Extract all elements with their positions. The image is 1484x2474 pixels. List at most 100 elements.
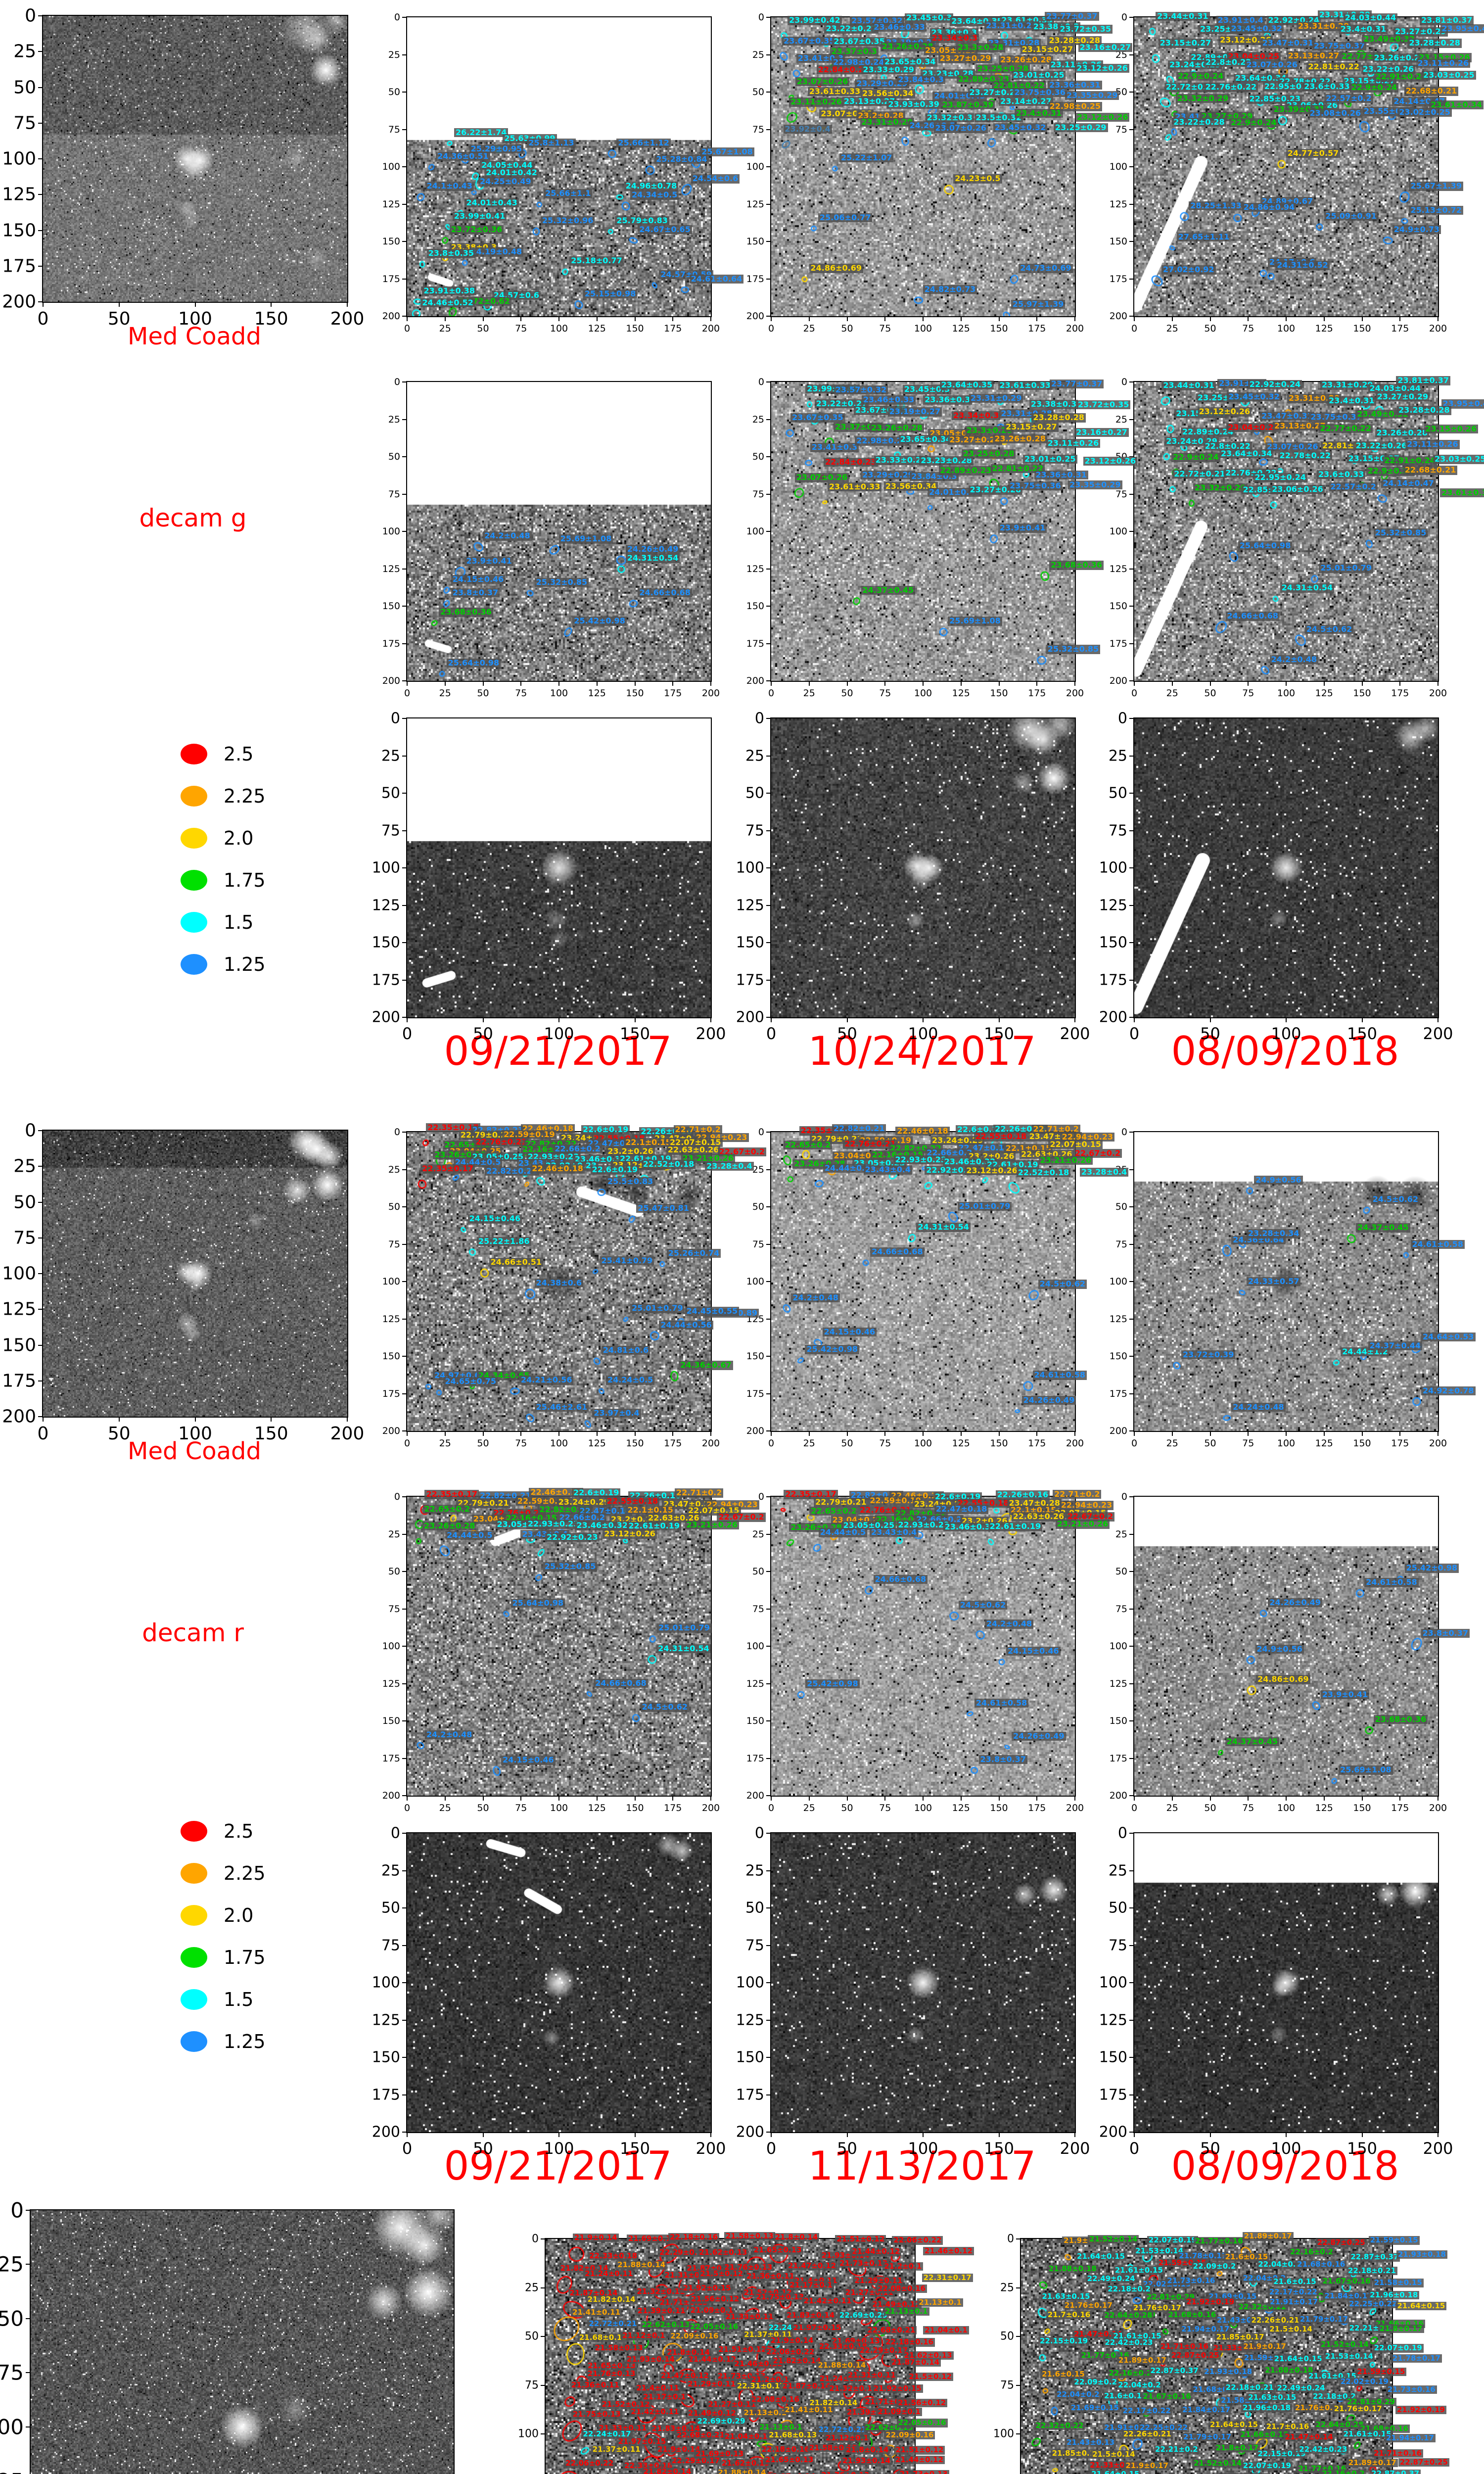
annotation-label: 21.85±0.17 [1214,2332,1266,2341]
annotation-label: 23.31±0.29 [984,21,1039,31]
annotation-label: 21.12±0.1 [621,2331,667,2340]
x-tick-mark [1286,682,1287,686]
y-tick-label: 25 [388,1164,400,1175]
x-tick-mark [1171,682,1173,686]
x-tick-label: 175 [1391,323,1409,334]
x-tick-mark [444,1797,446,1801]
annotation-label: 23.61±0.33 [807,87,862,96]
annotation-label: 24.2±0.48 [1269,655,1318,664]
y-tick-mark [38,1416,42,1417]
annotation-label: 22.1±0.15 [624,1138,673,1147]
y-tick-label: 100 [2,148,36,169]
y-tick-label: 25 [752,49,764,60]
x-tick-mark [1036,1432,1038,1436]
x-tick-label: 100 [1271,1024,1301,1043]
y-tick-label: 175 [1109,1753,1127,1764]
x-tick-mark [771,682,772,686]
x-tick-label: 150 [1353,1803,1371,1813]
y-tick-mark [541,2336,545,2337]
x-tick-label: 25 [1166,1803,1178,1813]
annotation-label: 22.93±0.23 [526,1520,581,1529]
x-tick-label: 200 [701,1438,720,1449]
x-tick-label: 125 [1315,1438,1333,1449]
x-tick-label: 50 [473,2139,493,2158]
y-tick-mark [1129,1243,1133,1245]
panel-g32: 0 25 50 75 100 125 150 175 200 0 50 100 150 200 [736,710,1090,1044]
x-tick-mark [1036,1797,1038,1801]
annotation-label: 22.71±0.2 [673,1125,722,1134]
x-tick-mark [923,317,924,321]
date-label-g-3: 08/09/2018 [1171,1028,1399,1074]
y-tick-label: 200 [371,1008,400,1026]
x-tick-mark [710,1018,711,1022]
y-tick-label: 75 [381,822,400,839]
annotation-label: 23.4±0.31 [1339,25,1388,34]
annotation-label: 23.45±0.32 [1227,392,1281,402]
x-tick-mark [1361,1432,1363,1436]
y-tick-mark [766,1795,770,1796]
x-tick-mark [1361,1018,1363,1022]
annotation-label: 23.31±0.29 [969,393,1023,403]
x-tick-label: 200 [1423,2139,1453,2158]
annotation-label: 22.06±0.22 [564,2459,615,2468]
annotation-label: 21.24±0.11 [583,2269,635,2279]
annotation-label: 24.37±0.45 [861,585,916,595]
y-tick-label: 200 [746,311,764,322]
x-tick-mark [444,1432,446,1436]
date-label-r-2: 11/13/2017 [808,2143,1036,2189]
x-tick-label: 175 [1028,1803,1046,1813]
x-tick-mark [960,1432,962,1436]
annotation-label: 21.92±0.19 [1185,2297,1236,2306]
annotation-label: 23.4±0.31 [1014,108,1064,118]
annotation-label: 21.7±0.16 [1046,2310,1092,2319]
image-g31 [407,718,711,1017]
x-tick-mark [923,2133,924,2137]
y-tick-mark [1016,2287,1020,2288]
annotation-label: 23.47±0.28 [1007,1498,1062,1508]
panel-g31: 0 25 50 75 100 125 150 175 200 0 50 100 150 200 [372,710,726,1044]
annotation-label: 21.88±0.14 [716,2468,768,2474]
x-tick-label: 0 [1129,1024,1140,1043]
x-tick-mark [482,1018,484,1022]
y-tick-mark [402,2057,406,2058]
annotation-label: 22.98±0.24 [855,436,909,446]
annotation-label: 22.33±0.18 [817,2342,869,2351]
legend-item: 2.5 [181,1820,253,1842]
image-g11 [407,17,711,316]
x-tick-label: 75 [1242,1438,1254,1449]
annotation-label: 21.96±0.18 [1368,2290,1420,2300]
annotation-label: 21.87±0.14 [766,2472,817,2474]
y-tick-mark [541,2384,545,2386]
x-tick-label: 75 [1242,1803,1254,1813]
x-tick-mark [1134,1018,1135,1022]
x-tick-mark [808,317,810,321]
annotation-label: 23.68±0.36 [1373,1714,1428,1724]
y-tick-label: 25 [13,41,36,62]
y-tick-label: 150 [2,220,36,240]
annotation-label: 25.67±1.08 [700,147,754,157]
y-tick-label: 25 [1000,2282,1014,2294]
annotation-label: 23.8±0.37 [978,1755,1027,1764]
annotation-label: 22.65±0.2 [784,1140,833,1150]
annotation-label: 25.22±1.86 [477,1237,531,1246]
annotation-label: 21.63±0.15 [1247,2393,1298,2402]
annotation-label: 24.92±0.78 [1421,1386,1476,1395]
x-tick-mark [1134,682,1135,686]
annotation-label: 21.36±0.11 [745,2272,796,2281]
y-tick-mark [38,1309,42,1310]
annotation-label: 21.49±0.12 [686,2409,738,2418]
annotation-label: 21.63±0.15 [1040,2292,1092,2301]
x-tick-mark [846,2133,848,2137]
annotation-label: 22.46±0.18 [530,1164,585,1174]
y-tick-label: 200 [2,291,36,312]
y-tick-mark [402,1907,406,1908]
annotation-label: 23.72±0.36 [449,225,504,235]
y-tick-label: 125 [382,563,400,574]
y-tick-mark [1129,129,1133,130]
annotation-label: 22.18±0.21 [1346,2266,1397,2275]
annotation-label: 26.22±1.74 [454,128,509,137]
annotation-label: 21.82±0.14 [586,2295,637,2304]
annotation-label: 21.9±0.17 [1124,2461,1170,2471]
x-tick-label: 50 [107,309,131,329]
annotation-label: 21.89±0.17 [1242,2232,1294,2241]
